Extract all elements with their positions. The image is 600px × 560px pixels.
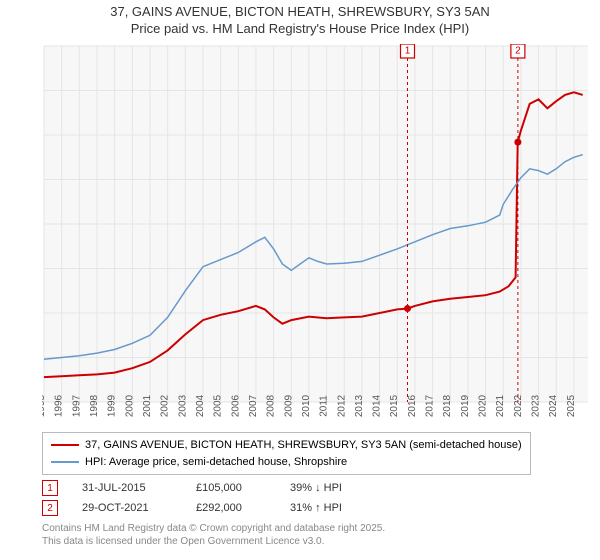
- title-line-2: Price paid vs. HM Land Registry's House …: [0, 21, 600, 38]
- footer-line-1: Contains HM Land Registry data © Crown c…: [42, 522, 385, 535]
- svg-text:2008: 2008: [266, 394, 277, 417]
- svg-text:1996: 1996: [54, 394, 65, 417]
- sale-price-1: £292,000: [196, 502, 266, 514]
- svg-text:2009: 2009: [283, 394, 294, 417]
- svg-text:2001: 2001: [142, 394, 153, 417]
- svg-text:2010: 2010: [301, 394, 312, 417]
- sale-marker-0: 1: [42, 480, 58, 496]
- svg-text:2011: 2011: [319, 395, 330, 417]
- svg-text:2015: 2015: [389, 394, 400, 417]
- svg-text:2016: 2016: [407, 394, 418, 417]
- svg-text:1997: 1997: [71, 394, 82, 417]
- legend-row-1: HPI: Average price, semi-detached house,…: [51, 454, 522, 471]
- sales-row-1: 2 29-OCT-2021 £292,000 31% ↑ HPI: [42, 498, 380, 518]
- svg-text:2002: 2002: [160, 394, 171, 417]
- svg-text:1998: 1998: [89, 394, 100, 417]
- sale-price-0: £105,000: [196, 482, 266, 494]
- svg-text:2004: 2004: [195, 394, 206, 417]
- svg-text:1: 1: [405, 46, 411, 57]
- chart-area: £0K£50K£100K£150K£200K£250K£300K£350K£40…: [42, 44, 590, 424]
- legend-label-1: HPI: Average price, semi-detached house,…: [85, 454, 347, 471]
- svg-text:2021: 2021: [495, 394, 506, 417]
- chart-svg: £0K£50K£100K£150K£200K£250K£300K£350K£40…: [42, 44, 590, 424]
- sale-marker-1: 2: [42, 500, 58, 516]
- svg-text:2005: 2005: [213, 394, 224, 417]
- sale-delta-1: 31% ↑ HPI: [290, 502, 380, 514]
- footer-line-2: This data is licensed under the Open Gov…: [42, 535, 385, 548]
- svg-text:2000: 2000: [124, 394, 135, 417]
- footer: Contains HM Land Registry data © Crown c…: [42, 522, 385, 548]
- svg-text:2012: 2012: [336, 394, 347, 417]
- svg-text:2024: 2024: [548, 394, 559, 417]
- svg-text:2023: 2023: [531, 394, 542, 417]
- legend: 37, GAINS AVENUE, BICTON HEATH, SHREWSBU…: [42, 432, 531, 475]
- legend-label-0: 37, GAINS AVENUE, BICTON HEATH, SHREWSBU…: [85, 437, 522, 454]
- sale-marker-0-text: 1: [47, 483, 53, 494]
- svg-text:2025: 2025: [566, 394, 577, 417]
- sale-delta-0: 39% ↓ HPI: [290, 482, 380, 494]
- legend-row-0: 37, GAINS AVENUE, BICTON HEATH, SHREWSBU…: [51, 437, 522, 454]
- sale-date-1: 29-OCT-2021: [82, 502, 172, 514]
- svg-text:2: 2: [515, 46, 521, 57]
- svg-text:2014: 2014: [372, 394, 383, 417]
- svg-text:2020: 2020: [478, 394, 489, 417]
- sales-table: 1 31-JUL-2015 £105,000 39% ↓ HPI 2 29-OC…: [42, 478, 380, 518]
- svg-text:1995: 1995: [42, 394, 47, 417]
- svg-text:2006: 2006: [230, 394, 241, 417]
- chart-container: 37, GAINS AVENUE, BICTON HEATH, SHREWSBU…: [0, 0, 600, 560]
- legend-swatch-0: [51, 444, 79, 446]
- svg-text:2018: 2018: [442, 394, 453, 417]
- svg-text:2013: 2013: [354, 394, 365, 417]
- svg-text:1999: 1999: [107, 394, 118, 417]
- svg-text:2017: 2017: [425, 394, 436, 417]
- legend-swatch-1: [51, 461, 79, 463]
- svg-text:2007: 2007: [248, 394, 259, 417]
- svg-text:2003: 2003: [177, 394, 188, 417]
- title-line-1: 37, GAINS AVENUE, BICTON HEATH, SHREWSBU…: [0, 4, 600, 21]
- sales-row-0: 1 31-JUL-2015 £105,000 39% ↓ HPI: [42, 478, 380, 498]
- sale-marker-1-text: 2: [47, 503, 53, 514]
- sale-date-0: 31-JUL-2015: [82, 482, 172, 494]
- svg-text:2019: 2019: [460, 394, 471, 417]
- svg-text:2022: 2022: [513, 394, 524, 417]
- title-block: 37, GAINS AVENUE, BICTON HEATH, SHREWSBU…: [0, 0, 600, 38]
